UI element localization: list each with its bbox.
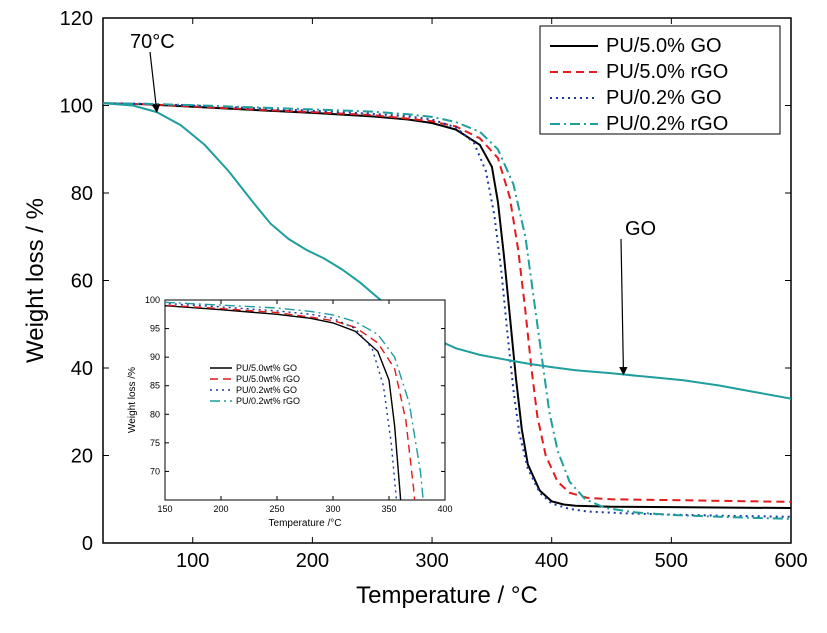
inset-y-label: Weight loss /%	[127, 367, 138, 433]
inset-y-tick-label: 90	[150, 352, 160, 362]
y-tick-label: 20	[71, 446, 93, 468]
inset-legend-label: PU/5.0wt% rGO	[236, 374, 300, 384]
x-axis-label: Temperature / °C	[356, 582, 538, 609]
inset-legend-label: PU/0.2wt% GO	[236, 385, 297, 395]
legend-label: PU/0.2% GO	[606, 87, 722, 109]
x-tick-label: 300	[415, 550, 448, 572]
annotation-text: 70°C	[130, 31, 175, 53]
y-tick-label: 0	[82, 533, 93, 555]
annotation-arrow	[621, 239, 623, 375]
inset-y-tick-label: 100	[145, 295, 160, 305]
x-tick-label: 600	[774, 550, 807, 572]
x-tick-label: 100	[176, 550, 209, 572]
inset-x-tick-label: 150	[157, 504, 172, 514]
inset-legend-label: PU/0.2wt% rGO	[236, 396, 300, 406]
y-tick-label: 60	[71, 271, 93, 293]
inset-x-tick-label: 400	[437, 504, 452, 514]
inset-legend-label: PU/5.0wt% GO	[236, 363, 297, 373]
y-tick-label: 120	[60, 8, 93, 30]
inset-frame	[165, 300, 445, 500]
inset-y-tick-label: 95	[150, 324, 160, 334]
x-tick-label: 400	[535, 550, 568, 572]
x-tick-label: 200	[296, 550, 329, 572]
y-axis-label: Weight loss / %	[22, 198, 49, 363]
legend-label: PU/0.2% rGO	[606, 113, 728, 135]
legend-label: PU/5.0% rGO	[606, 61, 728, 83]
inset-y-tick-label: 70	[150, 466, 160, 476]
inset-x-tick-label: 200	[213, 504, 228, 514]
legend-label: PU/5.0% GO	[606, 35, 722, 57]
x-tick-label: 500	[655, 550, 688, 572]
y-tick-label: 80	[71, 183, 93, 205]
inset-y-tick-label: 75	[150, 438, 160, 448]
inset-y-tick-label: 80	[150, 409, 160, 419]
inset-x-tick-label: 350	[381, 504, 396, 514]
y-tick-label: 100	[60, 96, 93, 118]
inset-x-tick-label: 250	[269, 504, 284, 514]
y-tick-label: 40	[71, 358, 93, 380]
inset-y-tick-label: 85	[150, 381, 160, 391]
inset-x-label: Temperature /°C	[269, 518, 342, 529]
annotation-text: GO	[625, 218, 656, 240]
inset-x-tick-label: 300	[325, 504, 340, 514]
